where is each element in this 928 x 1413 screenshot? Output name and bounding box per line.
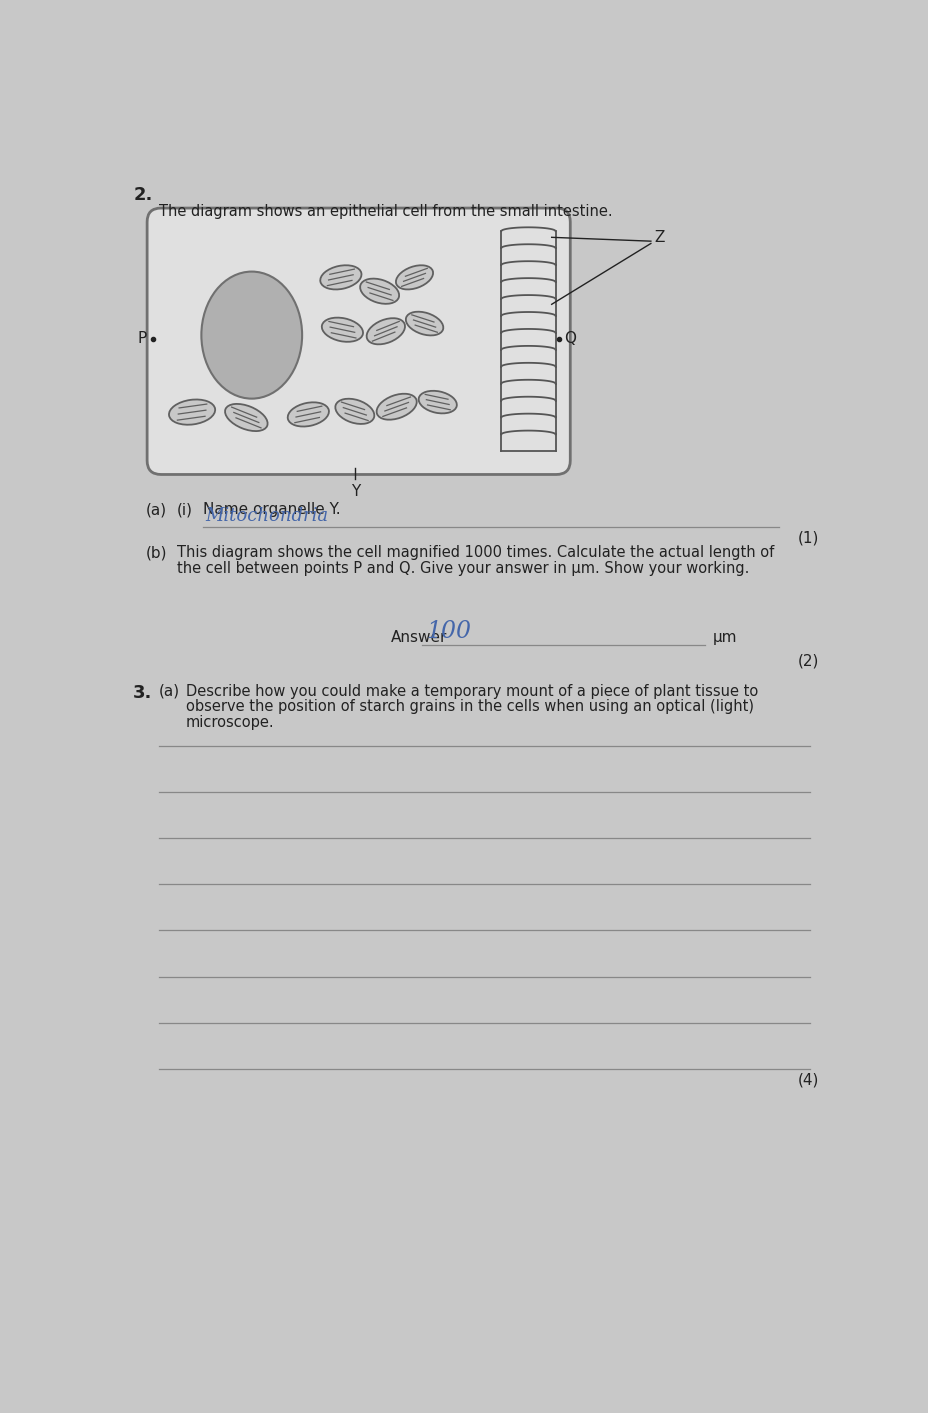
- Text: (2): (2): [797, 653, 818, 668]
- Text: The diagram shows an epithelial cell from the small intestine.: The diagram shows an epithelial cell fro…: [159, 205, 612, 219]
- Text: Y: Y: [351, 483, 360, 499]
- Text: microscope.: microscope.: [186, 715, 274, 729]
- Ellipse shape: [321, 318, 363, 342]
- Ellipse shape: [201, 271, 302, 398]
- Ellipse shape: [419, 391, 457, 414]
- Ellipse shape: [335, 398, 374, 424]
- Text: (1): (1): [797, 531, 818, 545]
- Ellipse shape: [288, 403, 329, 427]
- FancyBboxPatch shape: [147, 208, 570, 475]
- Text: This diagram shows the cell magnified 1000 times. Calculate the actual length of: This diagram shows the cell magnified 10…: [176, 545, 773, 561]
- Text: (a): (a): [159, 684, 180, 699]
- Text: (i): (i): [176, 502, 192, 517]
- Text: Answer: Answer: [391, 630, 447, 646]
- Ellipse shape: [320, 266, 361, 290]
- Ellipse shape: [406, 312, 443, 335]
- Ellipse shape: [376, 394, 417, 420]
- Text: Q: Q: [563, 332, 575, 346]
- Text: Z: Z: [654, 230, 664, 244]
- Text: μm: μm: [712, 630, 737, 646]
- Text: the cell between points P and Q. Give your answer in μm. Show your working.: the cell between points P and Q. Give yo…: [176, 561, 748, 575]
- Text: 2.: 2.: [133, 187, 152, 205]
- Text: 100: 100: [426, 620, 470, 643]
- Text: 3.: 3.: [133, 684, 152, 702]
- Ellipse shape: [395, 266, 432, 290]
- Text: observe the position of starch grains in the cells when using an optical (light): observe the position of starch grains in…: [186, 699, 753, 715]
- Ellipse shape: [360, 278, 399, 304]
- Text: Name organelle Y.: Name organelle Y.: [202, 502, 341, 517]
- Text: P: P: [137, 332, 147, 346]
- Ellipse shape: [367, 318, 405, 345]
- Text: (a): (a): [146, 502, 166, 517]
- Ellipse shape: [225, 404, 267, 431]
- Text: (b): (b): [146, 545, 167, 561]
- Ellipse shape: [169, 400, 215, 425]
- Text: (4): (4): [797, 1072, 818, 1088]
- Text: Mitochondria: Mitochondria: [205, 507, 328, 526]
- Text: Describe how you could make a temporary mount of a piece of plant tissue to: Describe how you could make a temporary …: [186, 684, 757, 699]
